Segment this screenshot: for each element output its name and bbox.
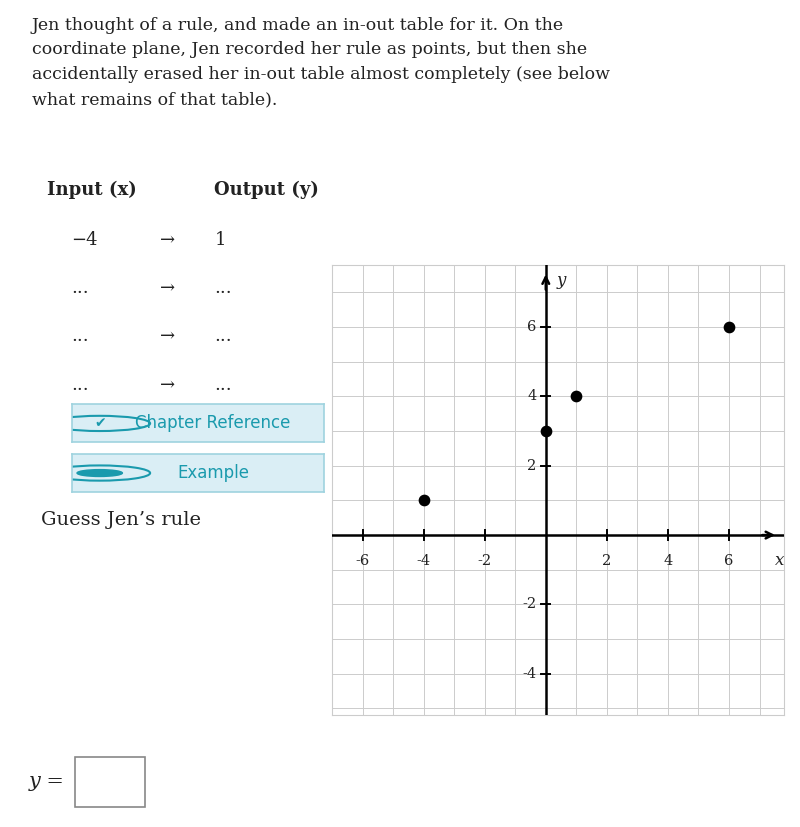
Text: 2: 2 [602,554,611,568]
Text: -6: -6 [355,554,370,568]
Text: Guess Jen’s rule: Guess Jen’s rule [41,511,201,529]
Text: ✔: ✔ [94,417,106,430]
Text: 2: 2 [527,459,537,473]
Text: -2: -2 [478,554,492,568]
Text: →: → [160,327,175,346]
Text: 6: 6 [527,320,537,334]
Text: -4: -4 [522,667,537,681]
Text: 1: 1 [214,231,226,249]
Text: Input (x): Input (x) [47,180,137,198]
Text: →: → [160,375,175,394]
Text: 6: 6 [724,554,734,568]
Text: ...: ... [214,375,232,394]
Text: Jen thought of a rule, and made an in-out table for it. On the
coordinate plane,: Jen thought of a rule, and made an in-ou… [32,17,610,108]
Point [722,320,735,333]
Text: y =: y = [30,772,65,791]
Text: −4: −4 [71,231,98,249]
Text: Example: Example [177,464,249,482]
Circle shape [77,470,122,476]
Text: -4: -4 [417,554,430,568]
Text: 4: 4 [663,554,673,568]
FancyBboxPatch shape [75,757,146,806]
Text: x: x [774,552,784,570]
Point [539,424,552,437]
Text: ...: ... [214,327,232,346]
Text: ...: ... [71,327,89,346]
Text: y: y [557,271,566,289]
Text: →: → [160,280,175,297]
Point [570,390,582,403]
Text: Chapter Reference: Chapter Reference [135,414,291,433]
Text: 4: 4 [527,390,537,404]
Text: ...: ... [71,375,89,394]
Text: →: → [160,231,175,249]
Text: ...: ... [214,280,232,297]
Point [418,494,430,507]
Text: -2: -2 [522,597,537,611]
Text: ...: ... [71,280,89,297]
Text: Output (y): Output (y) [214,180,319,198]
